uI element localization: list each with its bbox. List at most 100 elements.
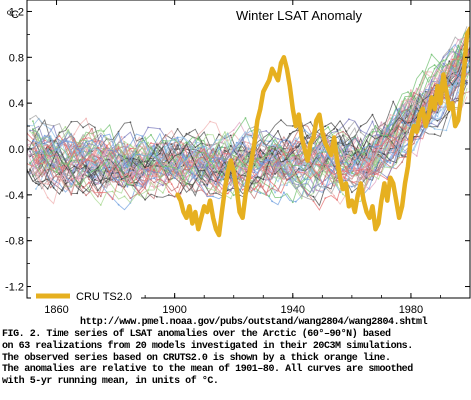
model-point bbox=[40, 187, 43, 190]
model-point bbox=[185, 178, 188, 181]
model-point bbox=[102, 163, 105, 166]
model-point bbox=[274, 191, 276, 194]
model-point bbox=[46, 183, 49, 186]
model-point bbox=[407, 113, 409, 116]
model-point bbox=[433, 127, 436, 130]
model-point bbox=[445, 58, 448, 61]
model-point bbox=[451, 84, 454, 86]
model-point bbox=[176, 144, 179, 146]
model-point bbox=[371, 170, 374, 173]
model-point bbox=[277, 130, 279, 132]
model-point bbox=[324, 179, 327, 181]
model-point bbox=[297, 171, 300, 173]
model-point bbox=[280, 119, 282, 121]
model-point bbox=[29, 150, 31, 153]
model-point bbox=[32, 134, 34, 136]
model-point bbox=[306, 134, 309, 137]
model-point bbox=[55, 171, 58, 174]
model-point bbox=[291, 154, 294, 157]
model-point bbox=[99, 172, 102, 174]
model-point bbox=[454, 51, 457, 54]
model-point bbox=[466, 83, 468, 85]
model-point bbox=[238, 138, 241, 141]
model-point bbox=[82, 126, 84, 129]
model-point bbox=[353, 158, 356, 160]
model-point bbox=[67, 129, 70, 131]
model-point bbox=[226, 189, 229, 192]
model-point bbox=[418, 83, 421, 86]
model-point bbox=[200, 176, 203, 178]
model-point bbox=[197, 133, 200, 136]
model-point bbox=[85, 194, 87, 197]
model-point bbox=[327, 126, 330, 128]
model-point bbox=[448, 49, 451, 52]
model-point bbox=[52, 167, 55, 170]
model-point bbox=[215, 139, 217, 142]
model-point bbox=[401, 110, 403, 113]
model-point bbox=[191, 157, 194, 159]
model-realization-line bbox=[35, 71, 467, 180]
model-point bbox=[29, 129, 31, 132]
model-point bbox=[418, 101, 421, 104]
model-point bbox=[241, 141, 244, 144]
y-tick-label: -0.8 bbox=[5, 236, 24, 248]
model-point bbox=[268, 145, 271, 148]
model-point bbox=[318, 174, 321, 177]
model-point bbox=[451, 58, 454, 61]
model-point bbox=[427, 83, 430, 86]
model-point bbox=[94, 178, 96, 181]
model-point bbox=[256, 157, 259, 160]
model-point bbox=[380, 145, 383, 147]
model-point bbox=[436, 119, 439, 122]
model-point bbox=[271, 200, 273, 203]
model-point bbox=[283, 191, 285, 194]
model-point bbox=[265, 194, 268, 196]
model-point bbox=[371, 113, 374, 116]
model-point bbox=[102, 153, 105, 155]
model-point bbox=[167, 191, 170, 193]
model-point bbox=[162, 192, 164, 194]
model-point bbox=[309, 121, 312, 123]
model-point bbox=[442, 62, 445, 65]
model-point bbox=[359, 144, 362, 146]
model-point bbox=[448, 88, 451, 91]
model-point bbox=[164, 135, 167, 138]
model-point bbox=[76, 192, 79, 195]
model-point bbox=[430, 86, 433, 89]
model-point bbox=[262, 149, 265, 151]
model-realization-line bbox=[35, 72, 468, 200]
model-point bbox=[97, 152, 99, 154]
model-point bbox=[64, 137, 67, 140]
model-point bbox=[156, 143, 158, 146]
model-point bbox=[135, 162, 138, 165]
model-point bbox=[179, 152, 182, 155]
model-point bbox=[224, 161, 226, 164]
model-point bbox=[49, 164, 52, 167]
model-point bbox=[374, 164, 377, 167]
model-point bbox=[353, 170, 356, 172]
model-point bbox=[164, 161, 167, 164]
model-point bbox=[150, 146, 152, 149]
model-point bbox=[433, 133, 436, 136]
model-point bbox=[97, 148, 99, 151]
model-point bbox=[427, 125, 430, 127]
model-point bbox=[194, 191, 197, 194]
model-point bbox=[188, 168, 191, 171]
model-point bbox=[383, 126, 386, 128]
model-point bbox=[410, 89, 412, 92]
model-point bbox=[120, 176, 123, 179]
model-point bbox=[37, 128, 40, 131]
model-point bbox=[88, 181, 90, 184]
model-point bbox=[315, 189, 318, 192]
model-point bbox=[173, 166, 176, 169]
model-point bbox=[218, 133, 220, 136]
model-point bbox=[129, 171, 132, 174]
model-point bbox=[371, 167, 374, 170]
model-point bbox=[35, 142, 37, 145]
model-point bbox=[351, 185, 353, 188]
model-point bbox=[147, 126, 150, 129]
model-point bbox=[200, 156, 203, 159]
model-point bbox=[306, 172, 309, 175]
model-point bbox=[212, 153, 215, 156]
model-point bbox=[35, 159, 37, 161]
